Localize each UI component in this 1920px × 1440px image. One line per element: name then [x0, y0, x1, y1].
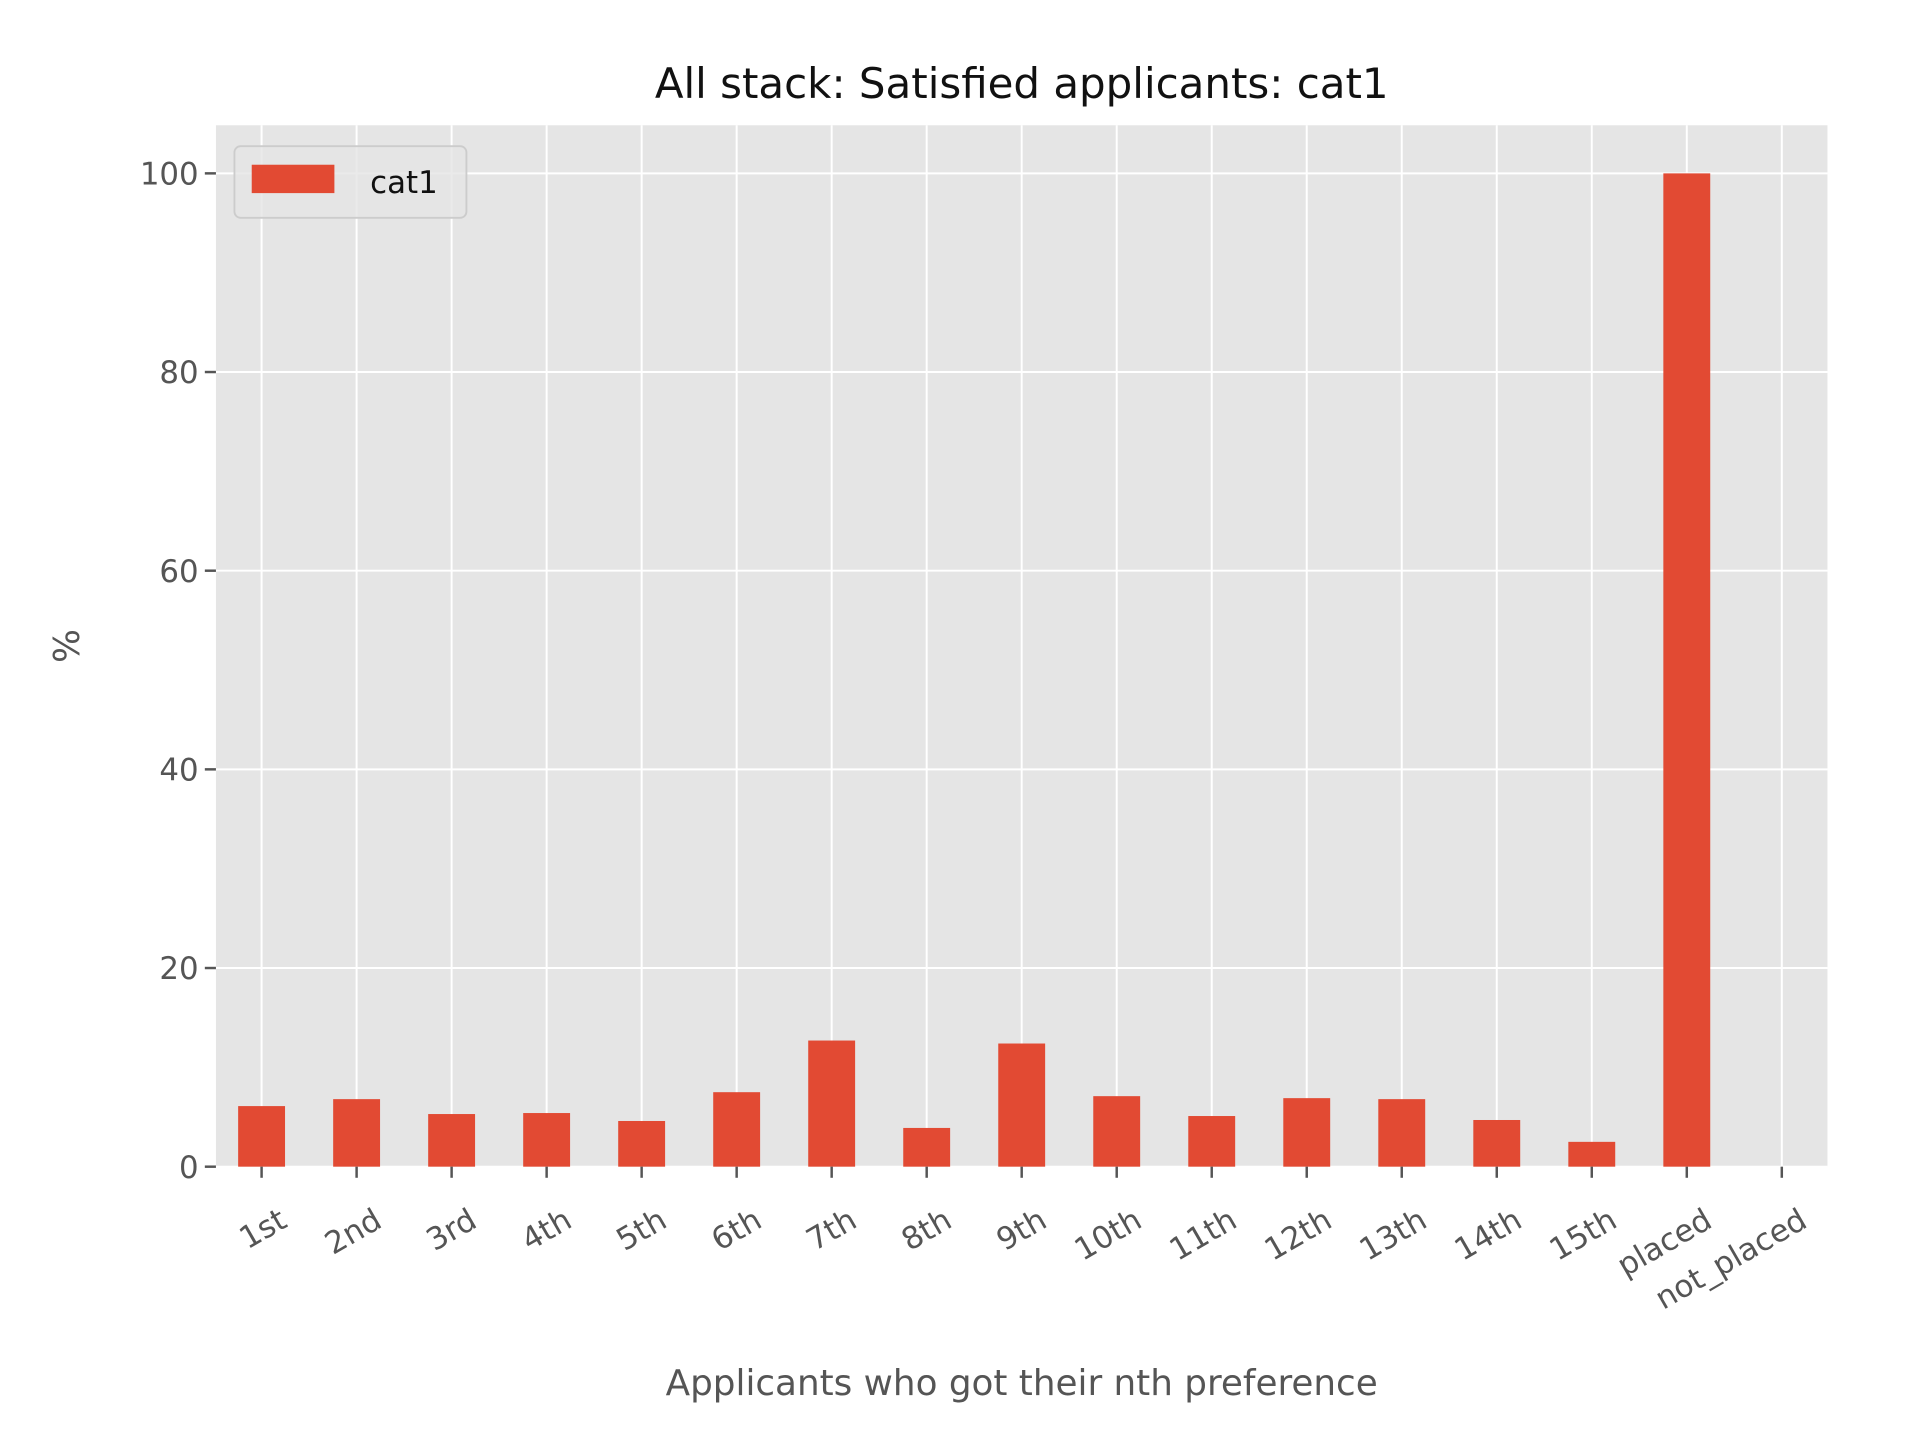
bar-3rd [428, 1114, 476, 1167]
legend-swatch [251, 164, 335, 194]
bar-15th [1568, 1141, 1616, 1167]
x-tick-label: 11th [1164, 1202, 1243, 1269]
bars [238, 173, 1711, 1167]
bar-6th [713, 1092, 761, 1167]
bar-10th [1093, 1096, 1141, 1167]
y-tick-label: 100 [140, 156, 199, 192]
x-axis-label: Applicants who got their nth preference [666, 1363, 1378, 1404]
x-tick-label: 10th [1068, 1202, 1147, 1269]
bar-placed [1663, 173, 1711, 1167]
bar-5th [618, 1120, 666, 1167]
bar-14th [1473, 1119, 1521, 1167]
bar-8th [903, 1127, 951, 1167]
y-tick-label: 60 [159, 554, 198, 590]
y-tick-label: 20 [159, 951, 198, 987]
legend-box [233, 145, 468, 219]
legend-label: cat1 [370, 165, 438, 201]
x-tick-label: 12th [1259, 1202, 1338, 1269]
chart-title: All stack: Satisfied applicants: cat1 [655, 59, 1389, 108]
x-axis-ticks: 1st 2nd 3rd 4th 5th 6th 7th 8th 9th 10th 11th 12th 1… [233, 1166, 1813, 1317]
x-tick-label: 4th [515, 1202, 577, 1259]
bar-1st [238, 1106, 286, 1167]
bar-13th [1378, 1099, 1426, 1167]
x-tick-label: 5th [610, 1202, 672, 1259]
bar-11th [1188, 1116, 1236, 1167]
x-tick-label: 3rd [420, 1202, 482, 1259]
y-axis-ticks: 0 20 40 60 80 100 [140, 156, 216, 1186]
x-tick-label: 13th [1354, 1202, 1433, 1269]
y-tick-label: 0 [179, 1150, 199, 1186]
bar-9th [998, 1043, 1046, 1167]
bar-7th [808, 1040, 856, 1167]
bar-4th [523, 1113, 571, 1167]
y-tick-label: 80 [159, 355, 198, 391]
bar-2nd [333, 1099, 381, 1167]
x-tick-label: 14th [1449, 1202, 1528, 1269]
legend: cat1 [233, 145, 468, 219]
x-tick-label: 9th [990, 1202, 1052, 1259]
x-tick-label: 1st [233, 1202, 292, 1257]
y-axis-label: % [47, 629, 88, 663]
x-tick-label: 6th [705, 1202, 767, 1259]
x-tick-label: 2nd [319, 1202, 388, 1263]
x-tick-label: 7th [800, 1202, 862, 1259]
bar-12th [1283, 1098, 1331, 1167]
x-tick-label: 15th [1544, 1202, 1623, 1269]
y-tick-label: 40 [159, 752, 198, 788]
x-tick-label: 8th [895, 1202, 957, 1259]
